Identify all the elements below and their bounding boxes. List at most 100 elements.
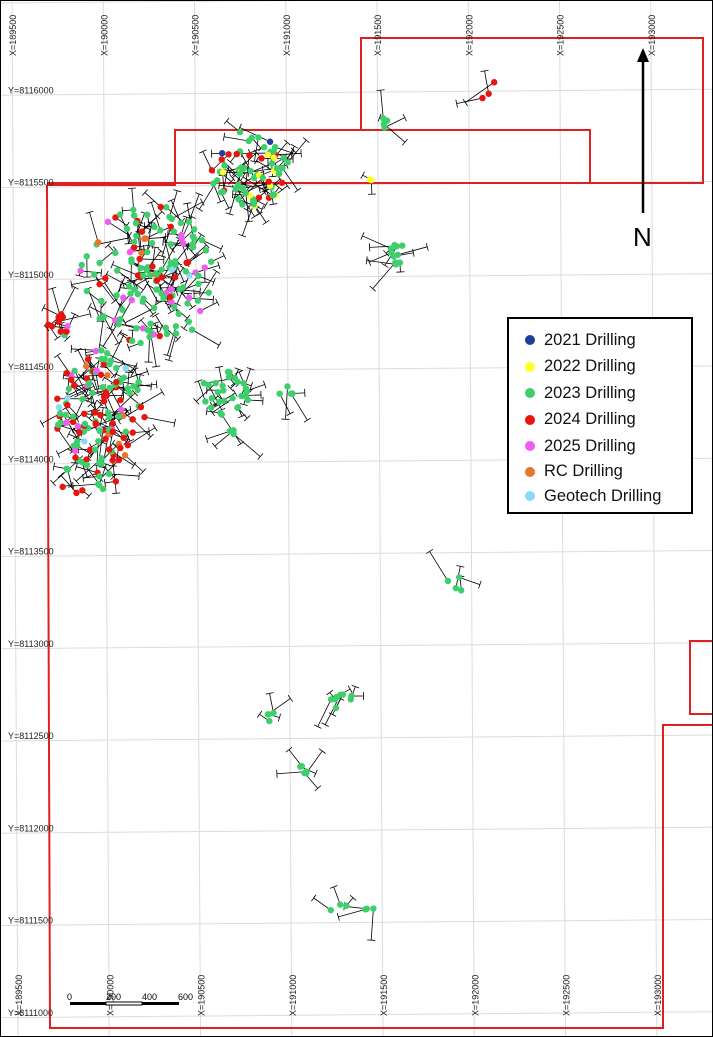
drill-trace-tick — [173, 302, 181, 307]
drill-trace-tick — [41, 303, 46, 312]
y-tick-label: Y=8116500 — [8, 0, 54, 3]
drill-hole-collar — [156, 332, 163, 340]
drill-hole-collar — [201, 264, 208, 271]
drill-trace-tick — [147, 433, 154, 441]
drill-hole-collar — [225, 151, 232, 158]
y-tick-label: Y=8113500 — [8, 547, 54, 557]
drill-trace — [465, 81, 495, 103]
tenement-boundary-east — [689, 640, 713, 715]
grid-line-horizontal — [0, 273, 713, 281]
drill-trace-tick — [124, 371, 133, 374]
drill-trace-tick — [265, 692, 274, 695]
drill-trace-tick — [256, 710, 263, 718]
drill-trace-tick — [187, 242, 189, 251]
drill-trace-tick — [241, 183, 250, 186]
drill-trace — [290, 393, 308, 421]
drill-hole-collar — [226, 428, 234, 435]
drill-trace-tick — [216, 199, 225, 204]
drill-trace-tick — [197, 232, 205, 238]
drill-hole-collar — [158, 274, 166, 281]
drill-trace — [372, 262, 396, 289]
legend-label: RC Drilling — [544, 462, 623, 481]
drill-trace — [163, 236, 172, 263]
drill-trace — [112, 460, 117, 494]
drill-trace — [222, 171, 249, 174]
x-tick-label-bottom: X=193000 — [653, 975, 663, 1016]
drill-trace-tick — [212, 278, 216, 286]
drill-trace-tick — [131, 389, 139, 397]
drill-trace-tick — [184, 314, 191, 322]
drill-hole-collar — [153, 277, 161, 284]
drill-hole-collar — [250, 198, 258, 205]
drill-hole-collar — [152, 270, 160, 277]
drill-trace-tick — [70, 312, 79, 317]
drill-trace-tick — [277, 713, 282, 722]
drill-trace-tick — [329, 885, 338, 889]
drill-hole-collar — [95, 437, 102, 445]
drill-hole-collar — [68, 376, 75, 383]
drill-hole-collar — [130, 212, 138, 219]
y-tick-label: Y=8114000 — [8, 454, 54, 464]
drill-hole-collar — [280, 154, 287, 162]
drill-trace-tick — [302, 137, 310, 144]
drill-hole-collar — [331, 696, 339, 703]
legend-swatch-icon — [525, 361, 535, 372]
drill-trace-tick — [164, 233, 167, 242]
drill-hole-collar — [113, 292, 120, 299]
drill-trace-tick — [111, 298, 119, 304]
drill-trace-tick — [223, 117, 230, 125]
drill-trace — [212, 183, 222, 202]
drill-hole-collar — [104, 218, 112, 226]
drill-hole-collar — [270, 148, 277, 155]
scale-bar-label: 400 — [142, 992, 157, 1002]
drill-hole-collar — [208, 395, 216, 402]
drill-hole-collar — [368, 176, 375, 184]
scale-bar-label: 600 — [178, 992, 193, 1002]
drill-trace — [459, 576, 480, 586]
drill-trace — [94, 274, 115, 302]
drill-trace — [206, 430, 230, 440]
drill-trace — [223, 136, 249, 142]
drill-hole-collar — [217, 189, 225, 196]
drill-trace-tick — [151, 246, 160, 249]
drill-hole-collar — [343, 902, 350, 909]
drill-trace-tick — [283, 139, 291, 146]
drill-hole-collar — [380, 115, 387, 122]
drill-trace — [269, 693, 274, 714]
drill-trace — [208, 384, 223, 411]
drill-hole-collar — [143, 266, 150, 274]
north-arrow-icon — [637, 48, 649, 62]
drill-hole-collar — [218, 149, 226, 157]
drill-trace-tick — [66, 430, 71, 438]
drill-trace-tick — [321, 722, 329, 727]
drill-trace — [80, 270, 102, 274]
drill-hole-collar — [91, 446, 99, 453]
drill-hole-collar — [98, 455, 105, 462]
drill-trace — [107, 221, 130, 236]
drill-trace-tick — [238, 233, 247, 238]
drill-trace-tick — [70, 280, 73, 289]
drill-trace-tick — [360, 232, 365, 240]
drill-trace-tick — [154, 212, 161, 220]
drill-trace — [285, 386, 288, 420]
drill-hole-collar — [91, 409, 99, 416]
drill-hole-collar — [141, 413, 148, 421]
drill-hole-collar — [130, 206, 137, 213]
drill-hole-collar — [337, 901, 344, 908]
drill-trace-tick — [91, 382, 96, 391]
drill-trace-tick — [101, 417, 107, 425]
drill-trace — [116, 276, 126, 296]
drill-trace — [58, 313, 91, 322]
legend-item-2022: 2022 Drilling — [525, 354, 691, 381]
drill-trace-tick — [120, 332, 128, 337]
drill-hole-collar — [242, 393, 250, 400]
drill-trace-tick — [48, 286, 57, 290]
drill-hole-collar — [195, 272, 202, 280]
drill-hole-collar — [129, 429, 136, 436]
drill-trace-tick — [104, 242, 112, 249]
drill-hole-collar — [130, 238, 138, 246]
x-tick-label-top: X=192500 — [556, 15, 566, 56]
drill-hole-collar — [202, 247, 210, 254]
drill-hole-collar — [114, 267, 121, 274]
drill-trace — [109, 473, 140, 477]
